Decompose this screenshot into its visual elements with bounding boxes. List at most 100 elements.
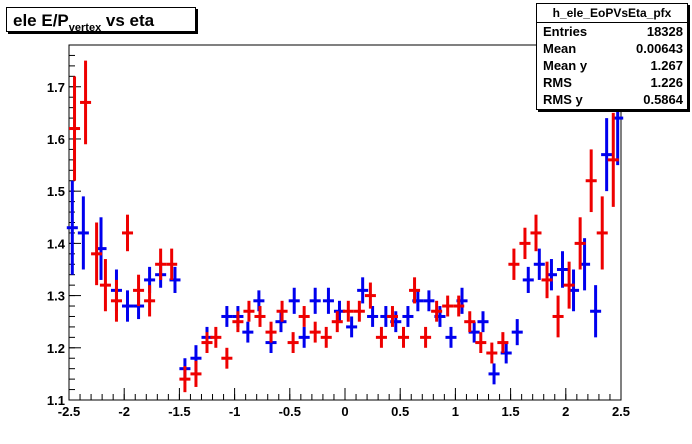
red-data-point [221,347,233,369]
red-data-point [201,332,213,354]
stats-row-rms: RMS 1.226 [537,74,687,91]
red-data-point [254,306,266,327]
red-data-point [331,311,343,333]
blue-data-point [445,326,457,348]
red-data-point [210,326,222,348]
stats-histogram-name: h_ele_EoPVsEta_pfx [537,4,687,23]
blue-data-point [77,196,89,270]
red-data-point [133,274,145,307]
red-data-point [298,306,310,327]
y-tick-label: 1.1 [47,393,65,408]
stats-row-entries: Entries 18328 [537,23,687,40]
red-data-point [464,311,476,333]
red-data-point [309,321,321,343]
red-data-point [353,300,365,322]
red-data-point [110,279,122,322]
y-tick-label: 1.2 [47,341,65,356]
title-suffix: vs eta [105,11,155,30]
y-tick-label: 1.7 [47,80,65,95]
blue-data-point [590,285,602,338]
red-data-point [530,214,542,252]
red-data-point [552,295,564,338]
x-tick-label: 0 [341,404,348,419]
blue-data-point [242,321,254,343]
blue-data-point [121,290,134,322]
stats-value: 0.00643 [636,41,683,56]
red-data-point [541,261,553,299]
blue-data-point [66,180,78,275]
blue-data-point [357,277,369,304]
red-data-point [420,326,432,348]
blue-data-point [522,266,534,293]
stats-key: RMS [543,75,572,90]
red-data-point [519,227,531,260]
blue-data-point [533,248,545,280]
red-data-point [563,261,575,309]
red-data-point [574,217,586,270]
x-tick-label: 0.5 [391,404,409,419]
stats-value: 18328 [646,24,683,39]
x-tick-label: 2.5 [612,404,630,419]
stats-key: Mean y [543,58,588,73]
red-data-point [320,326,332,348]
blue-data-point [488,363,500,385]
blue-data-point [221,306,233,327]
x-tick-label: -1 [229,404,241,419]
stats-key: Entries [543,24,588,39]
red-data-point [596,196,608,270]
red-data-point [166,248,178,280]
red-data-point [585,149,597,213]
title-main: ele E/P [13,11,69,30]
red-data-point [190,360,202,387]
blue-data-point [423,290,435,312]
red-data-point [179,366,191,393]
blue-data-point [288,287,300,314]
stats-row-mean: Mean 0.00643 [537,40,687,57]
red-data-point [508,248,520,280]
blue-data-point [511,319,523,346]
x-tick-label: 1 [452,404,459,419]
red-data-point [99,259,111,312]
red-data-point [287,332,299,354]
blue-data-point [322,287,334,314]
blue-data-point [477,311,489,333]
red-data-point [397,326,410,348]
red-data-point [431,300,443,322]
red-data-point [276,300,288,322]
stats-value: 0.5864 [643,92,683,107]
blue-data-point [601,118,613,192]
red-data-point [69,76,81,181]
title-subscript: vertex [68,22,102,34]
red-data-point [453,295,465,317]
blue-data-point [402,306,414,327]
stats-row-rms-y: RMS y 0.5864 [537,91,687,108]
red-data-point [144,285,156,317]
stats-value: 1.226 [650,75,683,90]
stats-key: RMS y [543,92,583,107]
blue-data-point [298,326,310,348]
stats-value: 1.267 [650,58,683,73]
red-data-point [243,300,255,322]
y-tick-label: 1.3 [47,289,65,304]
x-tick-label: -0.5 [279,404,301,419]
y-tick-label: 1.4 [47,236,66,251]
x-tick-label: -2 [118,404,130,419]
red-data-point [409,277,421,304]
x-tick-label: -2.5 [58,404,80,419]
red-data-point [232,311,244,333]
y-tick-label: 1.5 [47,184,65,199]
red-data-point [607,112,619,207]
red-data-point [121,214,134,252]
red-data-point [486,342,498,364]
blue-data-point [367,306,379,327]
red-data-point [475,332,487,354]
blue-data-point [309,287,321,314]
red-data-point [265,321,277,343]
y-axis: 1.1 1.2 1.3 1.4 1.5 1.6 1.7 [47,44,81,408]
red-data-point [91,222,103,286]
stats-box: h_ele_EoPVsEta_pfx Entries 18328 Mean 0.… [536,3,688,110]
stats-row-mean-y: Mean y 1.267 [537,57,687,74]
red-data-point [155,248,167,280]
chart-title: ele E/Pvertex vs eta [6,7,196,34]
x-axis: -2.5 -2 -1.5 -1 -0.5 0 0.5 1 1.5 2 2.5 [58,388,630,419]
